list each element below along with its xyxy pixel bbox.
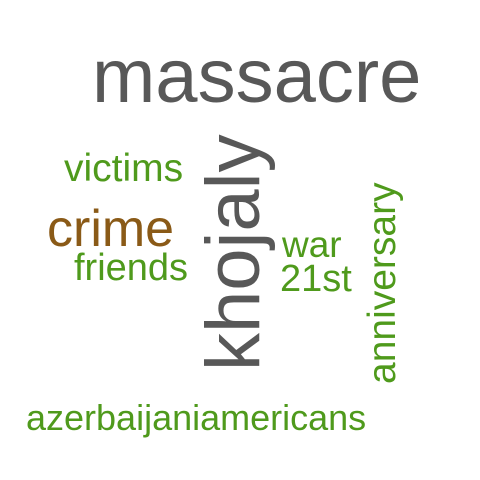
word-war: war bbox=[282, 224, 342, 265]
word-anniversary: anniversary bbox=[361, 182, 404, 384]
word-friends: friends bbox=[74, 247, 189, 289]
word-victims: victims bbox=[64, 147, 184, 190]
word-khojaly: khojaly bbox=[191, 134, 276, 371]
word-azerbaijaniamericans: azerbaijaniamericans bbox=[26, 397, 367, 438]
word-massacre: massacre bbox=[92, 34, 422, 119]
word-crime: crime bbox=[47, 200, 175, 258]
word-21st: 21st bbox=[280, 258, 352, 300]
